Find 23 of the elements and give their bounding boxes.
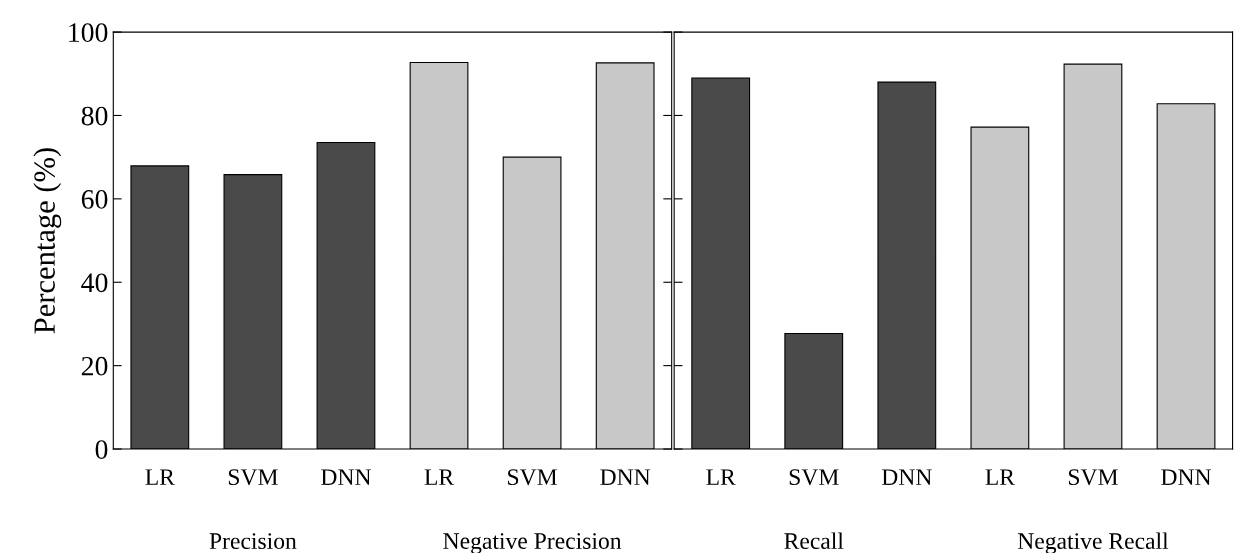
y-tick-label: 0 [95,440,108,459]
x-tick-label: SVM [228,469,278,486]
y-tick-label: 20 [81,356,108,376]
text: Negative Precision [443,533,622,553]
x-tick-label: LR [706,469,736,485]
y-tick-label: 60 [81,190,108,209]
y-axis-title: Percentage (%) [33,148,62,334]
x-tick-label: SVM [789,469,839,486]
x-tick-label: LR [985,469,1015,485]
x-tick-label: SVM [508,469,557,486]
y-tick-label: 80 [81,106,108,126]
x-tick-label: DNN [881,469,932,485]
text: Recall [784,532,844,550]
x-tick-label: DNN [600,469,651,485]
y-tick-label: 40 [81,273,108,293]
y-tick-label: 100 [69,23,108,42]
x-tick-label: DNN [1161,469,1212,485]
x-tick-label: LR [145,469,175,485]
x-tick-label: SVM [1068,469,1118,486]
text: Negative Recall [1017,532,1169,553]
x-tick-label: DNN [321,469,371,485]
text: Precision [209,533,297,550]
x-tick-label: LR [424,469,455,485]
